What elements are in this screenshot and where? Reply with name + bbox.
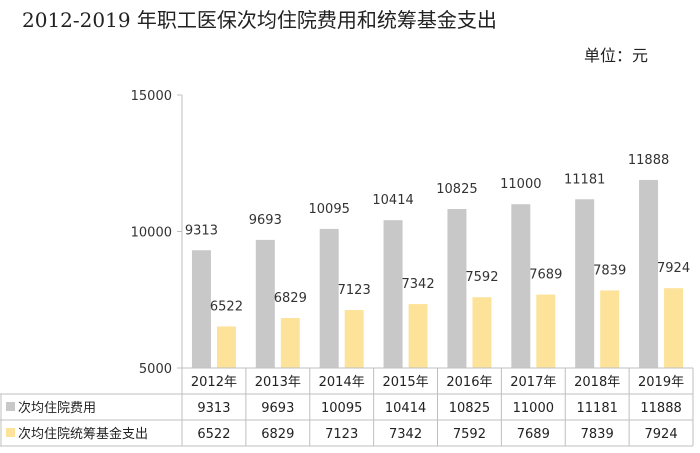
bar-avg-cost	[639, 179, 659, 368]
data-label-fund-expense: 6522	[210, 299, 243, 314]
bar-fund-expense	[216, 326, 236, 368]
table-value: 9313	[197, 401, 230, 416]
data-label-fund-expense: 7592	[465, 270, 498, 285]
bar-avg-cost	[191, 250, 211, 368]
table-value: 7342	[389, 427, 422, 442]
bar-fund-expense	[536, 294, 556, 368]
table-value: 6829	[261, 427, 294, 442]
legend-label: 次均住院统筹基金支出	[18, 426, 148, 442]
legend-swatch	[6, 428, 15, 437]
data-label-avg-cost: 10414	[372, 193, 413, 208]
table-value: 11000	[513, 401, 554, 416]
bar-fund-expense	[408, 304, 428, 368]
data-label-fund-expense: 6829	[274, 291, 307, 306]
table-value: 7123	[325, 427, 358, 442]
bar-avg-cost	[511, 204, 531, 368]
bar-fund-expense	[472, 297, 492, 368]
data-label-fund-expense: 7342	[402, 277, 435, 292]
data-label-avg-cost: 10095	[309, 202, 350, 217]
y-tick-label: 5000	[139, 362, 172, 377]
bar-fund-expense	[280, 318, 300, 368]
x-category-label: 2017年	[510, 375, 556, 390]
x-category-label: 2014年	[319, 375, 365, 390]
y-tick-label: 15000	[131, 89, 172, 104]
x-category-label: 2013年	[255, 375, 301, 390]
y-tick-label: 10000	[131, 226, 172, 241]
data-label-fund-expense: 7689	[529, 268, 562, 283]
x-category-label: 2019年	[638, 375, 684, 390]
bar-avg-cost	[575, 199, 595, 368]
table-value: 7924	[645, 427, 678, 442]
data-label-fund-expense: 7123	[338, 283, 371, 298]
legend-swatch	[6, 402, 15, 411]
legend-label: 次均住院费用	[18, 400, 96, 416]
table-value: 6522	[197, 427, 230, 442]
data-label-avg-cost: 11000	[500, 177, 541, 192]
x-category-label: 2018年	[574, 375, 620, 390]
data-label-avg-cost: 11888	[628, 153, 669, 168]
data-label-avg-cost: 10825	[436, 182, 477, 197]
bar-avg-cost	[319, 228, 339, 368]
table-value: 11888	[640, 401, 681, 416]
x-category-label: 2015年	[383, 375, 429, 390]
table-value: 10414	[385, 401, 426, 416]
table-value: 7592	[453, 427, 486, 442]
data-label-fund-expense: 7839	[593, 263, 626, 278]
unit-label: 单位：元	[583, 46, 648, 65]
data-label-avg-cost: 11181	[564, 172, 605, 187]
data-label-avg-cost: 9693	[249, 213, 282, 228]
bar-avg-cost	[255, 239, 275, 368]
table-value: 9693	[261, 401, 294, 416]
bar-fund-expense	[344, 310, 364, 368]
x-category-label: 2016年	[446, 375, 492, 390]
bar-fund-expense	[664, 288, 684, 368]
bar-fund-expense	[600, 290, 620, 368]
data-label-fund-expense: 7924	[657, 261, 690, 276]
x-category-label: 2012年	[191, 375, 237, 390]
data-label-avg-cost: 9313	[185, 223, 218, 238]
bar-avg-cost	[383, 220, 403, 368]
table-value: 10095	[321, 401, 362, 416]
table-value: 10825	[449, 401, 490, 416]
chart-title: 2012-2019 年职工医保次均住院费用和统筹基金支出	[22, 8, 497, 32]
table-value: 7839	[581, 427, 614, 442]
bar-avg-cost	[447, 208, 467, 368]
table-value: 7689	[517, 427, 550, 442]
table-value: 11181	[577, 401, 618, 416]
